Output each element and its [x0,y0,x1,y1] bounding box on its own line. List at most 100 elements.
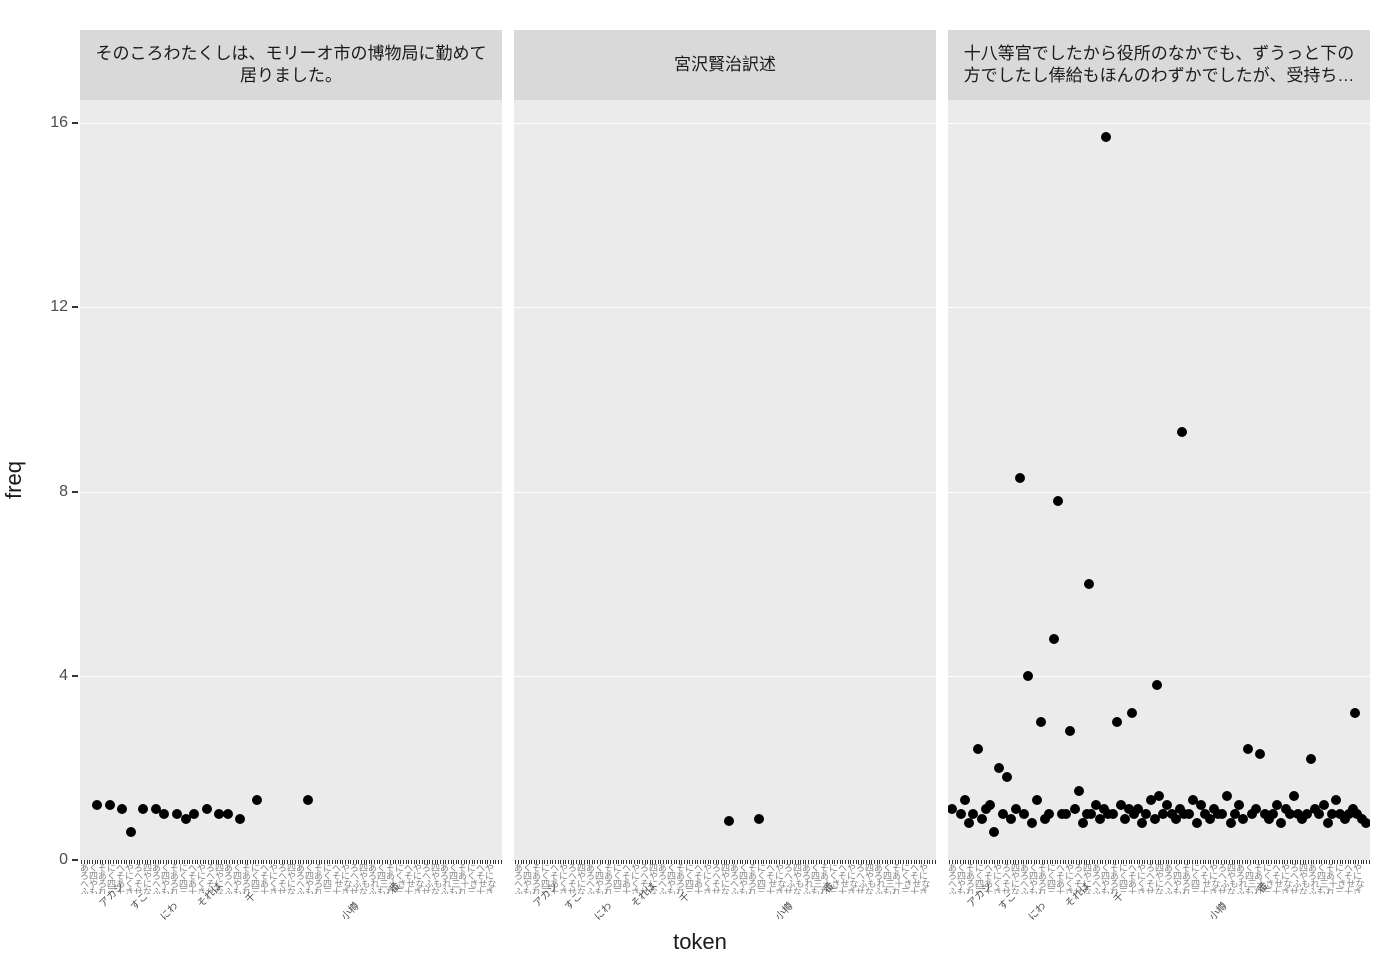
scatter-point [977,814,987,824]
gridline [514,123,936,124]
scatter-point [1331,795,1341,805]
scatter-point [1276,818,1286,828]
scatter-point [1053,496,1063,506]
scatter-point [117,804,127,814]
scatter-point [1006,814,1016,824]
scatter-point [956,809,966,819]
scatter-point [1049,634,1059,644]
scatter-point [252,795,262,805]
x-tick-label: 小樽 [771,898,796,923]
scatter-point [1101,132,1111,142]
scatter-point [1023,671,1033,681]
facet: そのころわたくしは、モリーオ市の博物局に勤めて居りました。アカシすこにわそれは千… [80,30,502,860]
scatter-point [1234,800,1244,810]
facet: 十八等官でしたから役所のなかでも、ずうっと下の方でしたし俸給もほんのわずかでした… [948,30,1370,860]
scatter-point [1152,680,1162,690]
scatter-point [1074,786,1084,796]
facet: 宮沢賢治訳述アカシすこにわそれは千小樽番あくそにへやろ四あくそにへやろ四あくそに… [514,30,936,860]
y-tick-mark [72,306,78,308]
x-tick-band: アカシすこにわそれは千小樽番あくそにへやろ四あくそにへやろ四あくそにへやろ四あく… [80,860,502,920]
scatter-point [1154,791,1164,801]
scatter-point [1084,579,1094,589]
y-tick-label: 16 [50,114,68,132]
scatter-point [1177,427,1187,437]
gridline [948,123,1370,124]
scatter-point [1306,754,1316,764]
y-tick-label: 0 [59,851,68,869]
scatter-point [303,795,313,805]
x-tick-label: 小樽 [337,898,362,923]
y-tick-label: 4 [59,667,68,685]
scatter-point [1350,708,1360,718]
scatter-point [1255,749,1265,759]
x-tick-band: アカシすこにわそれは千小樽番あくそにへやろ四あくそにへやろ四あくそにへやろ四あく… [514,860,936,920]
scatter-point [223,809,233,819]
gridline [80,307,502,308]
facet-panel [948,100,1370,860]
x-tick-band: アカシすこにわそれは千小樽番あくそにへやろ四あくそにへやろ四あくそにへやろ四あく… [948,860,1370,920]
x-axis-title: token [673,929,727,955]
facet-strip-label: 十八等官でしたから役所のなかでも、ずうっと下の方でしたし俸給もほんのわずかでした… [948,30,1370,100]
scatter-point [1222,791,1232,801]
gridline [948,492,1370,493]
scatter-point [994,763,1004,773]
facet-strip-label: 宮沢賢治訳述 [514,30,936,100]
scatter-point [1289,791,1299,801]
scatter-point [1226,818,1236,828]
scatter-point [1044,809,1054,819]
scatter-point [92,800,102,810]
gridline [514,676,936,677]
scatter-point [159,809,169,819]
y-axis-title: freq [1,461,27,499]
scatter-point [1243,744,1253,754]
scatter-point [1078,818,1088,828]
scatter-point [989,827,999,837]
scatter-point [1112,717,1122,727]
scatter-point [1070,804,1080,814]
gridline [514,307,936,308]
facet-panel [80,100,502,860]
gridline [80,492,502,493]
scatter-point [1268,809,1278,819]
gridline [948,676,1370,677]
gridline [80,123,502,124]
gridline [80,676,502,677]
y-tick-label: 12 [50,298,68,316]
x-tick-label: にわ [156,898,181,923]
y-tick-mark [72,675,78,677]
plot-area: そのころわたくしは、モリーオ市の博物局に勤めて居りました。アカシすこにわそれは千… [80,30,1370,860]
scatter-point [126,827,136,837]
x-tick-label: にわ [590,898,615,923]
scatter-point [973,744,983,754]
facet-strip-label: そのころわたくしは、モリーオ市の博物局に勤めて居りました。 [80,30,502,100]
scatter-point [985,800,995,810]
x-tick-label: にわ [1024,898,1049,923]
scatter-point [1127,708,1137,718]
scatter-point [1192,818,1202,828]
y-tick-label: 8 [59,483,68,501]
x-tick-fuzz: あくそにへやろ四あくそにへやろ四あくそにへやろ四あくそにへやろ四あくそにへやろ四… [514,864,936,894]
scatter-point [1319,800,1329,810]
scatter-point [960,795,970,805]
y-axis: freq 0481216 [0,100,80,860]
chart-container: freq 0 4 8 12 16 そのころわたくしは、モリーオ市の博物局に勤めて居りまし… [0,0,1400,969]
y-tick-mark [72,491,78,493]
gridline [514,492,936,493]
scatter-point [202,804,212,814]
scatter-point [1217,809,1227,819]
scatter-point [1314,809,1324,819]
scatter-point [1361,818,1370,828]
y-tick-mark [72,859,78,861]
scatter-point [1002,772,1012,782]
scatter-point [724,816,734,826]
scatter-point [138,804,148,814]
gridline [948,307,1370,308]
scatter-point [1015,473,1025,483]
x-tick-fuzz: あくそにへやろ四あくそにへやろ四あくそにへやろ四あくそにへやろ四あくそにへやろ四… [80,864,502,894]
x-tick-label: 小樽 [1205,898,1230,923]
scatter-point [1184,809,1194,819]
scatter-point [1032,795,1042,805]
x-tick-fuzz: あくそにへやろ四あくそにへやろ四あくそにへやろ四あくそにへやろ四あくそにへやろ四… [948,864,1370,894]
scatter-point [1027,818,1037,828]
scatter-point [189,809,199,819]
